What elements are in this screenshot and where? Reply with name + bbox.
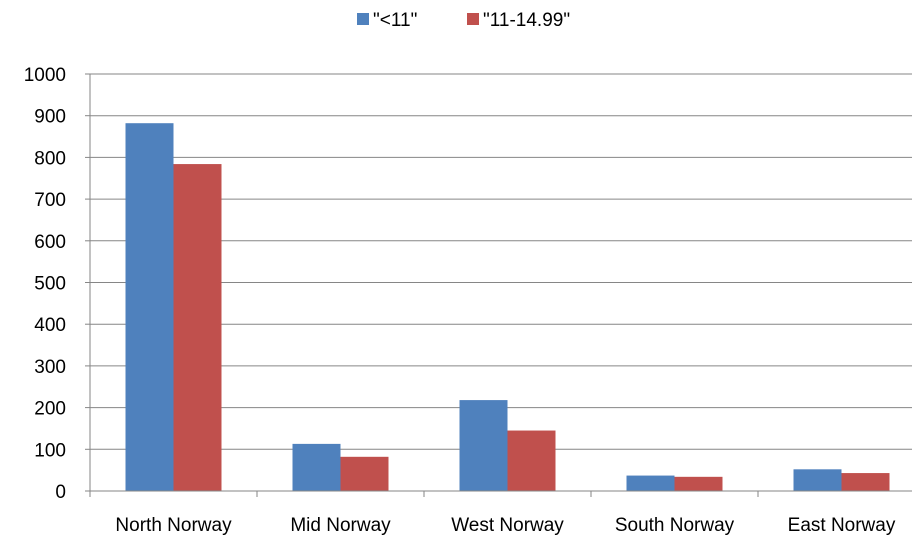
y-tick-label: 600 xyxy=(34,232,66,253)
y-tick-label: 0 xyxy=(55,482,66,503)
x-tick-label: West Norway xyxy=(451,515,564,536)
y-tick-label: 1000 xyxy=(24,65,66,86)
bar-series-2 xyxy=(173,164,222,491)
bar-series-1 xyxy=(459,400,508,491)
y-tick-label: 800 xyxy=(34,148,66,169)
y-tick-label: 400 xyxy=(34,315,66,336)
bar-series-2 xyxy=(507,430,556,491)
y-tick-label: 200 xyxy=(34,399,66,420)
bar-series-1 xyxy=(626,475,675,491)
y-tick-label: 500 xyxy=(34,274,66,295)
axes xyxy=(89,74,912,497)
bar-series-1 xyxy=(125,123,174,492)
legend-label: "<11" xyxy=(373,10,417,31)
x-tick-label: Mid Norway xyxy=(290,515,391,536)
x-tick-label: South Norway xyxy=(615,515,735,536)
y-tick-labels: 0 100 200 300 400 500 600 700 800 900 1000 xyxy=(24,65,66,503)
legend-label: "11-14.99" xyxy=(483,10,570,31)
y-tick-label: 700 xyxy=(34,190,66,211)
x-tick-labels: North Norway Mid Norway West Norway South N… xyxy=(115,515,895,536)
legend: "<11" "11-14.99" xyxy=(357,10,570,31)
gridlines xyxy=(85,73,912,492)
bar-series-1 xyxy=(292,443,341,491)
bar-series-2 xyxy=(340,456,389,491)
bar-series-2 xyxy=(841,473,890,491)
bars xyxy=(125,123,890,492)
x-tick-label: North Norway xyxy=(115,515,232,536)
bar-series-1 xyxy=(793,469,842,491)
y-tick-label: 100 xyxy=(34,440,66,461)
x-tick-label: East Norway xyxy=(788,515,896,536)
y-tick-label: 900 xyxy=(34,107,66,128)
y-tick-label: 300 xyxy=(34,357,66,378)
legend-swatch xyxy=(467,13,479,25)
legend-swatch xyxy=(357,13,369,25)
bar-series-2 xyxy=(674,476,723,491)
